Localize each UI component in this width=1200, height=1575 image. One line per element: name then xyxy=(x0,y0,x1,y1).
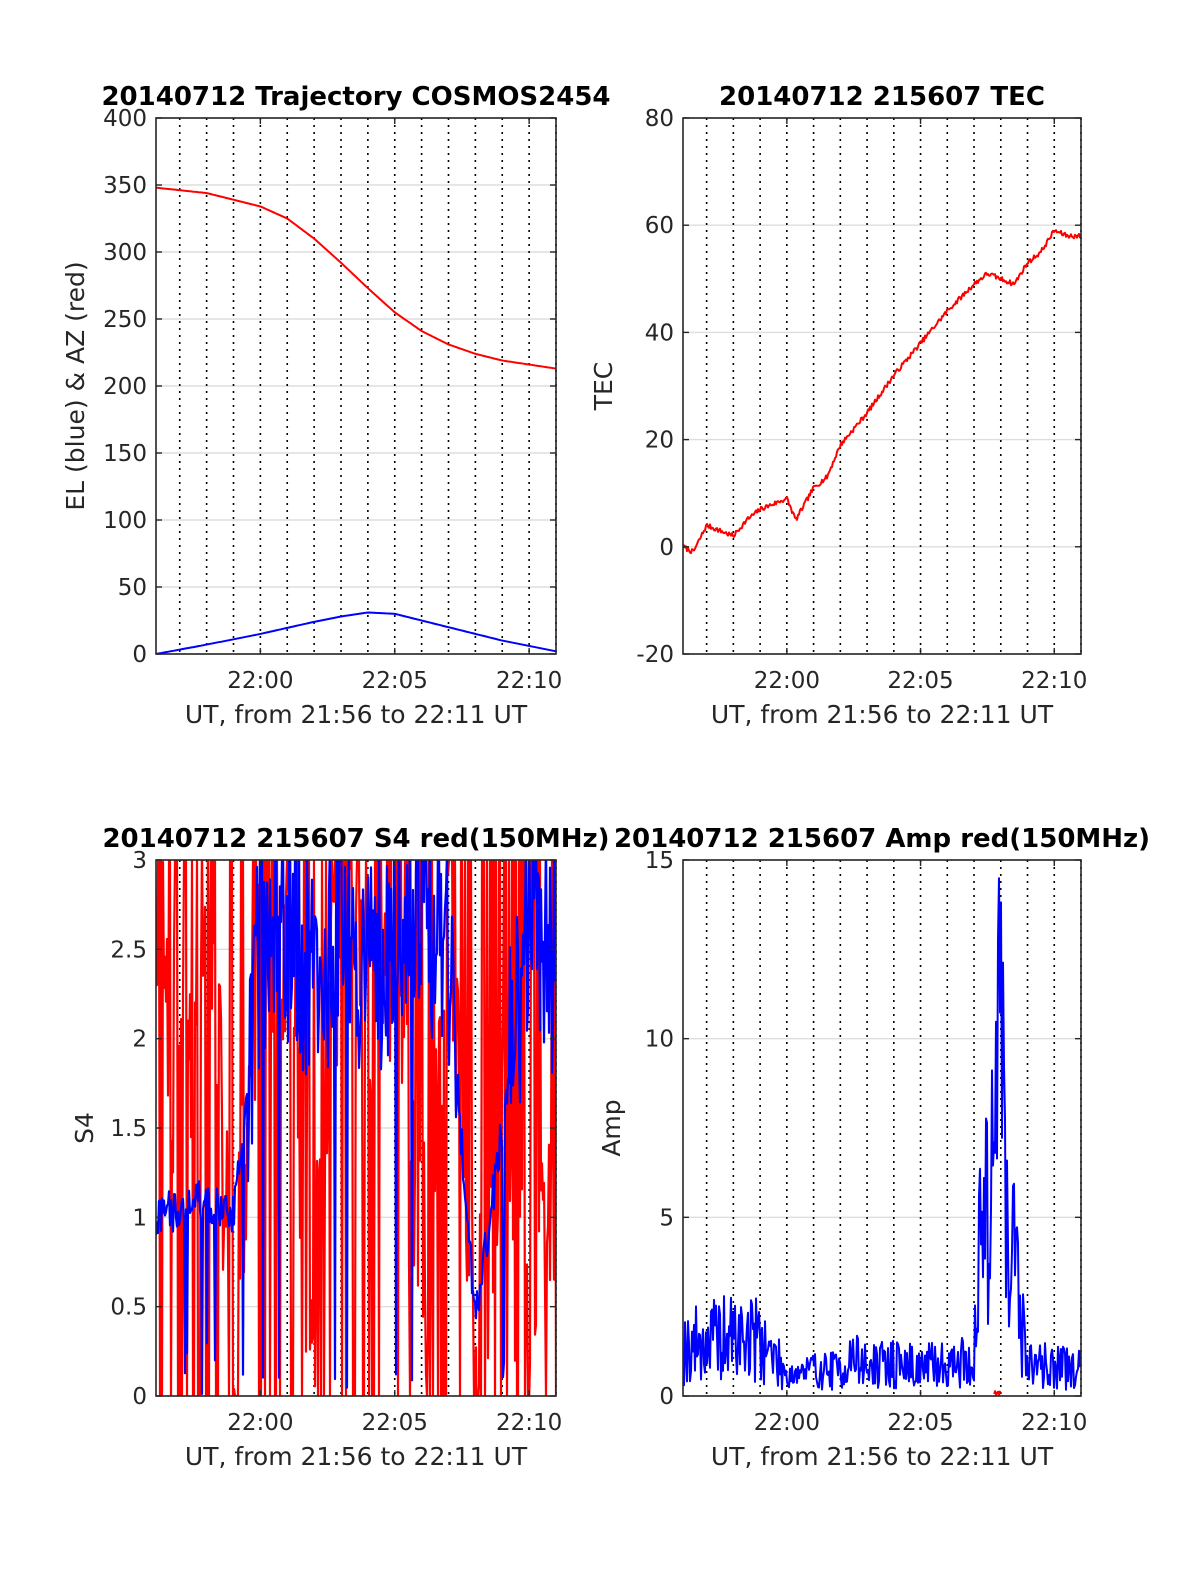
x-axis-label: UT, from 21:56 to 22:11 UT xyxy=(185,1442,528,1471)
axes-box xyxy=(682,117,1082,655)
y-tick-label: 200 xyxy=(103,374,147,400)
y-tick-label: 250 xyxy=(103,307,147,333)
y-tick-label: 2 xyxy=(132,1027,147,1053)
x-tick-label: 22:05 xyxy=(362,1410,428,1436)
chart-title: 20140712 215607 TEC xyxy=(719,82,1045,112)
y-tick-label: 0.5 xyxy=(110,1295,147,1321)
x-tick-label: 22:05 xyxy=(362,668,428,694)
y-tick-label: -20 xyxy=(636,642,674,668)
y-tick-label: 10 xyxy=(645,1027,674,1053)
chart-panel-3: 0 0.5 1 1.5 2 2.5 3 22:00 22:05 22:10 20140712 215… xyxy=(70,824,610,1471)
x-tick-label: 22:05 xyxy=(887,1410,953,1436)
x-axis-label: UT, from 21:56 to 22:11 UT xyxy=(711,700,1054,729)
plot-area xyxy=(683,877,1081,1396)
chart-title: 20140712 215607 Amp red(150MHz) xyxy=(614,824,1150,854)
x-tick-label: 22:00 xyxy=(227,1410,293,1436)
x-axis-label: UT, from 21:56 to 22:11 UT xyxy=(185,700,528,729)
x-tick-label: 22:10 xyxy=(496,668,562,694)
y-tick-label: 0 xyxy=(132,1384,147,1410)
y-tick-label: 5 xyxy=(659,1205,674,1231)
y-axis-label: Amp xyxy=(597,1099,626,1156)
x-tick-label: 22:00 xyxy=(754,1410,820,1436)
y-tick-label: 3 xyxy=(132,848,147,874)
y-tick-label: 2.5 xyxy=(110,937,147,963)
y-tick-label: 1 xyxy=(132,1205,147,1231)
y-axis-label: S4 xyxy=(70,1112,99,1144)
x-tick-label: 22:10 xyxy=(496,1410,562,1436)
chart-title: 20140712 Trajectory COSMOS2454 xyxy=(101,82,610,112)
x-tick-label: 22:10 xyxy=(1021,1410,1087,1436)
axes-box xyxy=(682,859,1082,1397)
y-tick-label: 80 xyxy=(645,106,674,132)
series-line-2 xyxy=(156,860,556,1395)
x-tick-label: 22:05 xyxy=(887,668,953,694)
chart-panel-4: 0 5 10 15 22:00 22:05 22:10 20140712 215607 Amp… xyxy=(597,824,1150,1471)
series-line-1 xyxy=(683,229,1081,555)
y-tick-label: 300 xyxy=(103,240,147,266)
y-tick-label: 0 xyxy=(659,1384,674,1410)
y-tick-label: 15 xyxy=(645,848,674,874)
y-tick-label: 60 xyxy=(645,213,674,239)
series-line-1 xyxy=(683,877,1081,1391)
chart-title: 20140712 215607 S4 red(150MHz) xyxy=(102,824,609,854)
x-tick-label: 22:00 xyxy=(227,668,293,694)
series-line-1 xyxy=(156,860,556,1396)
plot-area xyxy=(156,860,556,1396)
y-tick-label: 20 xyxy=(645,428,674,454)
y-tick-label: 1.5 xyxy=(110,1116,147,1142)
plot-area xyxy=(683,229,1081,555)
y-axis-label: TEC xyxy=(589,362,618,412)
series-line-2 xyxy=(156,611,556,654)
y-tick-label: 0 xyxy=(132,642,147,668)
y-axis-label: EL (blue) & AZ (red) xyxy=(61,261,90,510)
x-tick-label: 22:00 xyxy=(754,668,820,694)
y-tick-label: 50 xyxy=(118,575,147,601)
y-tick-label: 100 xyxy=(103,508,147,534)
series-line-2 xyxy=(993,1390,1002,1396)
y-tick-label: 150 xyxy=(103,441,147,467)
x-tick-label: 22:10 xyxy=(1021,668,1087,694)
chart-panel-1: 0 50 100 150 200 250 300 350 400 22:00 22:05 22:10 2… xyxy=(61,82,611,729)
y-tick-label: 400 xyxy=(103,106,147,132)
series-line-1 xyxy=(156,186,556,370)
y-tick-label: 350 xyxy=(103,173,147,199)
y-tick-label: 0 xyxy=(659,535,674,561)
y-tick-label: 40 xyxy=(645,320,674,346)
x-axis-label: UT, from 21:56 to 22:11 UT xyxy=(711,1442,1054,1471)
plot-area xyxy=(156,186,556,654)
chart-panel-2: -20 0 20 40 60 80 22:00 22:05 22:10 20140712 2156… xyxy=(589,82,1087,729)
